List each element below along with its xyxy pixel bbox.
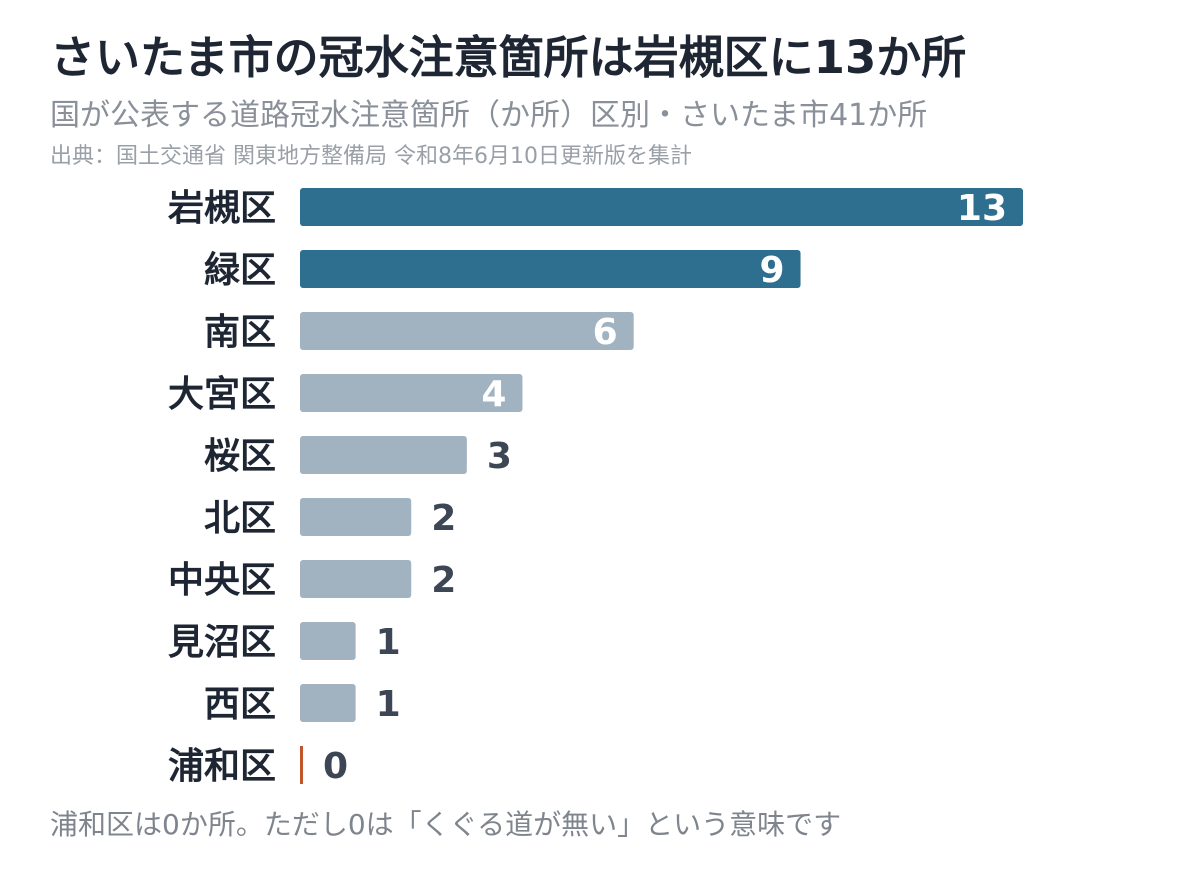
value-label: 1 — [376, 622, 401, 663]
value-label: 1 — [376, 684, 401, 725]
category-label: 南区 — [204, 312, 276, 353]
value-label: 3 — [487, 436, 512, 477]
value-label: 2 — [431, 560, 456, 601]
category-label: 西区 — [204, 684, 276, 725]
value-label: 4 — [481, 374, 506, 415]
chart-source: 出典：国土交通省 関東地方整備局 令和8年6月10日更新版を集計 — [50, 144, 692, 169]
bar — [300, 436, 467, 474]
value-label: 13 — [957, 188, 1007, 229]
value-label: 6 — [593, 312, 618, 353]
chart-title: さいたま市の冠水注意箇所は岩槻区に13か所 — [50, 31, 967, 84]
value-label: 0 — [323, 746, 348, 787]
bar — [300, 250, 801, 288]
category-label: 北区 — [204, 498, 276, 539]
bar — [300, 188, 1023, 226]
chart-subtitle: 国が公表する道路冠水注意箇所（か所）区別・さいたま市41か所 — [50, 98, 928, 133]
value-label: 2 — [431, 498, 456, 539]
bar — [300, 622, 356, 660]
category-label: 中央区 — [168, 560, 276, 601]
zero-marker — [300, 746, 303, 784]
bar — [300, 374, 523, 412]
category-label: 浦和区 — [168, 746, 276, 787]
bar — [300, 684, 356, 722]
chart-footnote: 浦和区は0か所。ただし0は「くぐる道が無い」という意味です — [50, 808, 842, 841]
category-label: 岩槻区 — [168, 188, 276, 229]
category-label: 大宮区 — [168, 374, 276, 415]
bar — [300, 498, 412, 536]
category-label: 緑区 — [204, 250, 276, 291]
bar — [300, 560, 412, 598]
value-label: 9 — [759, 250, 784, 291]
category-label: 見沼区 — [168, 622, 276, 663]
category-label: 桜区 — [204, 436, 276, 477]
bar — [300, 312, 634, 350]
